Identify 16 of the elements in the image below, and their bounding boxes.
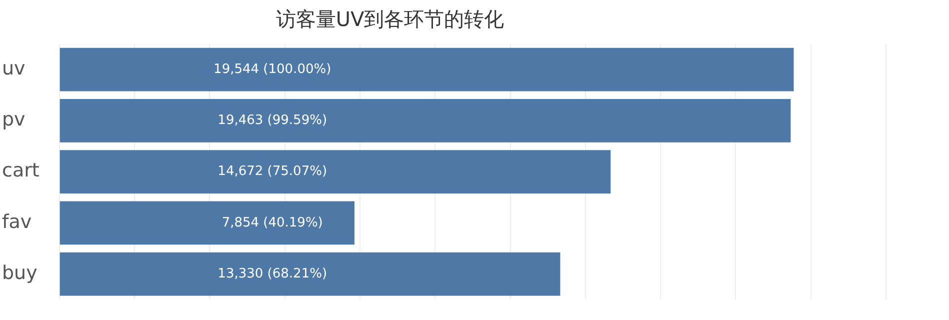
y-tick-label: uv — [2, 57, 26, 80]
data-label: 19,544 (100.00%) — [214, 62, 332, 77]
data-label: 14,672 (75.07%) — [218, 164, 328, 180]
data-label: 7,854 (40.19%) — [222, 215, 323, 230]
data-label: 19,463 (99.59%) — [218, 113, 328, 128]
y-tick-label: fav — [2, 210, 32, 233]
y-tick-label: cart — [2, 160, 40, 182]
bar — [60, 48, 794, 92]
y-tick-label: pv — [2, 108, 26, 131]
bar — [60, 252, 560, 296]
y-tick-label: buy — [2, 262, 38, 284]
data-label: 13,330 (68.21%) — [218, 266, 328, 282]
bar — [60, 98, 791, 142]
bar — [60, 201, 354, 245]
bar — [60, 150, 611, 194]
chart-title: 访客量UV到各环节的转化 — [274, 6, 506, 33]
